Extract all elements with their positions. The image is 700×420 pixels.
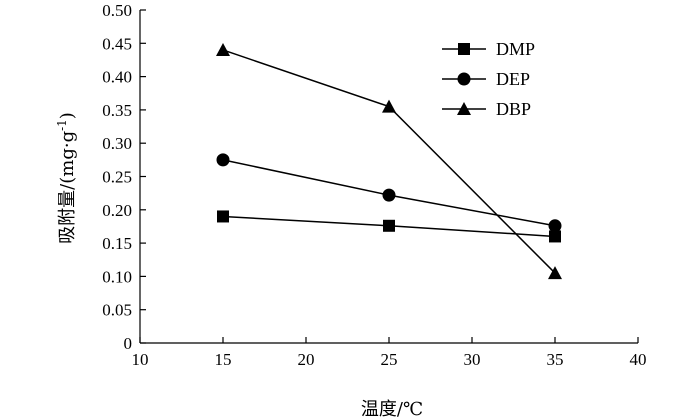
data-point-dep <box>548 219 562 233</box>
data-point-dbp <box>548 266 562 280</box>
legend-marker-dmp <box>458 43 470 55</box>
y-tick-label: 0.20 <box>102 201 132 220</box>
legend-marker-dbp <box>457 102 471 115</box>
x-tick-label: 10 <box>132 350 149 369</box>
x-tick-label: 25 <box>381 350 398 369</box>
data-point-dmp <box>217 210 229 223</box>
data-point-dep <box>382 188 396 202</box>
y-tick-label: 0.35 <box>102 101 132 120</box>
y-tick-label: 0.05 <box>102 301 132 320</box>
legend-label-dep: DEP <box>496 69 530 89</box>
series-dbp <box>216 42 562 280</box>
x-axis-title: 温度/℃ <box>361 399 423 420</box>
y-axis-title-superscript: -1 <box>55 119 69 131</box>
axes: 0 0.05 0.10 0.15 0.20 0.25 0.30 0.35 0.40 0.45 0.5… <box>102 1 646 369</box>
y-tick-label: 0.25 <box>102 168 132 187</box>
series-lines <box>216 42 562 280</box>
x-tick-label: 20 <box>298 350 315 369</box>
x-tick-label: 35 <box>547 350 564 369</box>
y-tick-label: 0.10 <box>102 267 132 286</box>
series-dmp <box>217 210 561 243</box>
legend-marker-dep <box>457 72 471 86</box>
y-axis-title: 吸附量/(mg·g-1) <box>55 112 78 244</box>
data-point-dbp <box>382 99 396 113</box>
data-point-dmp <box>383 219 395 232</box>
y-tick-label: 0.50 <box>102 1 132 20</box>
legend-label-dbp: DBP <box>496 99 531 119</box>
y-tick-label: 0.15 <box>102 234 132 253</box>
legend-item-dep: DEP <box>442 69 530 89</box>
y-tick-label: 0 <box>124 334 133 353</box>
y-axis-title-end: ) <box>57 112 78 119</box>
x-tick-label: 30 <box>464 350 481 369</box>
data-point-dbp <box>216 42 230 56</box>
data-point-dep <box>216 153 230 167</box>
legend-item-dmp: DMP <box>442 39 535 59</box>
y-tick-label: 0.45 <box>102 34 132 53</box>
y-tick-label: 0.40 <box>102 68 132 87</box>
y-axis-title-main: 吸附量/(mg·g <box>57 131 78 244</box>
series-dep <box>216 153 562 233</box>
y-tick-label: 0.30 <box>102 134 132 153</box>
data-point-dmp <box>549 230 561 243</box>
legend-label-dmp: DMP <box>496 39 535 59</box>
legend: DMP DEP DBP <box>442 39 535 119</box>
x-tick-label: 40 <box>630 350 647 369</box>
x-tick-label: 15 <box>215 350 232 369</box>
legend-item-dbp: DBP <box>442 99 531 119</box>
